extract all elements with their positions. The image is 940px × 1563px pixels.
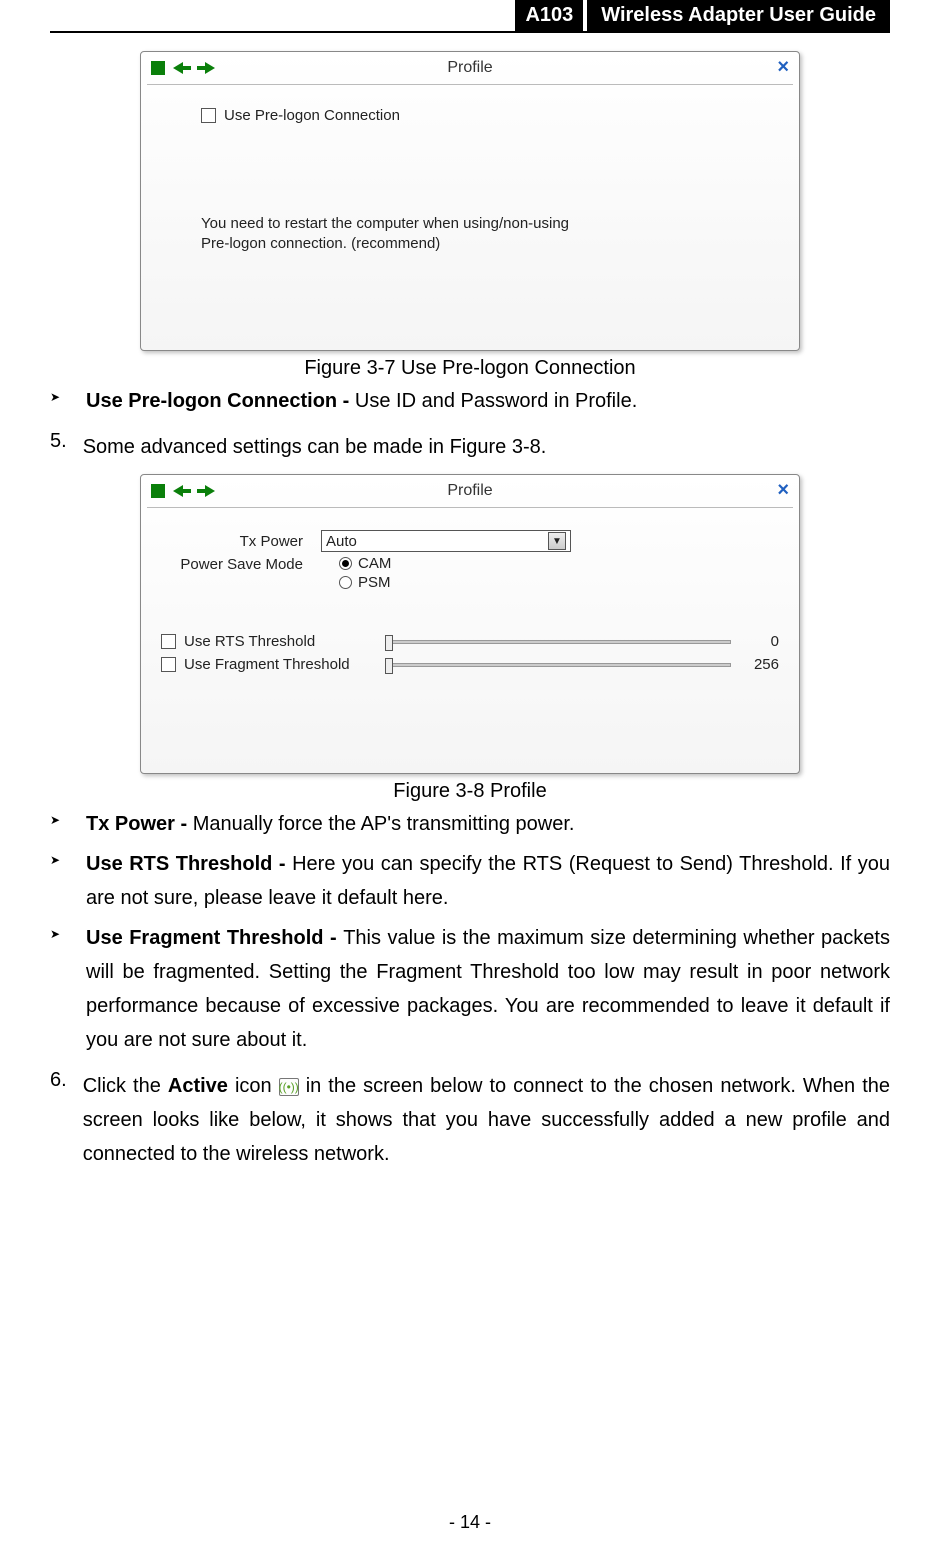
radio-cam[interactable]: CAM — [339, 555, 779, 572]
bullet-tx-power: Tx Power - Manually force the AP's trans… — [50, 807, 890, 841]
back-arrow-icon[interactable] — [171, 483, 191, 499]
fragment-value: 256 — [745, 656, 779, 673]
prelogon-checkbox-label: Use Pre-logon Connection — [224, 107, 400, 124]
fragment-slider[interactable] — [388, 663, 731, 667]
step-5-number: 5. — [50, 430, 67, 464]
step6-mid: icon — [228, 1075, 279, 1097]
hint-line1: You need to restart the computer when us… — [201, 214, 779, 234]
checkbox-icon[interactable] — [161, 657, 176, 672]
bullet-tx-bold: Tx Power - — [86, 813, 193, 835]
stop-icon[interactable] — [151, 484, 165, 498]
back-arrow-icon[interactable] — [171, 60, 191, 76]
bullet-rts-bold: Use RTS Threshold - — [86, 853, 292, 875]
checkbox-icon[interactable] — [201, 108, 216, 123]
step-6: 6. Click the Active icon ((•)) in the sc… — [50, 1069, 890, 1171]
checkbox-icon[interactable] — [161, 634, 176, 649]
bullet-prelogon: Use Pre-logon Connection - Use ID and Pa… — [50, 384, 890, 418]
fragment-threshold-label: Use Fragment Threshold — [184, 656, 374, 673]
forward-arrow-icon[interactable] — [197, 60, 217, 76]
radio-icon[interactable] — [339, 557, 352, 570]
radio-cam-label: CAM — [358, 555, 391, 572]
rts-value: 0 — [745, 633, 779, 650]
step6-bold: Active — [168, 1075, 228, 1097]
power-save-label: Power Save Mode — [161, 556, 321, 573]
figure-caption-3-8: Figure 3-8 Profile — [50, 780, 890, 803]
tx-power-row: Tx Power Auto ▼ — [161, 530, 779, 552]
bullet-frag-bold: Use Fragment Threshold - — [86, 927, 343, 949]
dialog-title: Profile — [141, 59, 799, 77]
bullet-tx-text: Manually force the AP's transmitting pow… — [193, 813, 575, 835]
rts-threshold-row: Use RTS Threshold 0 — [161, 633, 779, 650]
step-6-number: 6. — [50, 1069, 67, 1171]
page-number: - 14 - — [0, 1512, 940, 1533]
close-icon[interactable]: × — [777, 479, 789, 502]
radio-psm[interactable]: PSM — [339, 574, 779, 591]
chevron-down-icon[interactable]: ▼ — [548, 532, 566, 550]
step6-pre: Click the — [83, 1075, 168, 1097]
step-6-text: Click the Active icon ((•)) in the scree… — [83, 1069, 890, 1171]
stop-icon[interactable] — [151, 61, 165, 75]
prelogon-checkbox-row[interactable]: Use Pre-logon Connection — [201, 107, 779, 124]
radio-psm-label: PSM — [358, 574, 391, 591]
header-code: A103 — [515, 0, 583, 31]
step-5-text: Some advanced settings can be made in Fi… — [83, 430, 890, 464]
hint-line2: Pre-logon connection. (recommend) — [201, 234, 779, 254]
close-icon[interactable]: × — [777, 56, 789, 79]
prelogon-hint: You need to restart the computer when us… — [201, 214, 779, 253]
header-title: Wireless Adapter User Guide — [587, 0, 890, 31]
bullet-prelogon-bold: Use Pre-logon Connection - — [86, 390, 355, 412]
tx-power-value: Auto — [326, 533, 357, 550]
bullet-prelogon-text: Use ID and Password in Profile. — [355, 390, 637, 412]
dialog-nav-icons — [151, 483, 217, 499]
profile-dialog-advanced: Profile × Tx Power Auto ▼ Power Save Mod… — [140, 474, 800, 774]
header-spacer — [50, 0, 515, 31]
active-signal-icon: ((•)) — [279, 1078, 299, 1096]
rts-threshold-label: Use RTS Threshold — [184, 633, 374, 650]
radio-icon[interactable] — [339, 576, 352, 589]
forward-arrow-icon[interactable] — [197, 483, 217, 499]
tx-power-label: Tx Power — [161, 533, 321, 550]
bullet-fragment: Use Fragment Threshold - This value is t… — [50, 921, 890, 1057]
step-5: 5. Some advanced settings can be made in… — [50, 430, 890, 464]
bullet-rts: Use RTS Threshold - Here you can specify… — [50, 847, 890, 915]
fragment-threshold-row: Use Fragment Threshold 256 — [161, 656, 779, 673]
rts-slider[interactable] — [388, 640, 731, 644]
profile-dialog-prelogon: Profile × Use Pre-logon Connection You n… — [140, 51, 800, 351]
dialog-nav-icons — [151, 60, 217, 76]
figure-caption-3-7: Figure 3-7 Use Pre-logon Connection — [50, 357, 890, 380]
dialog-title: Profile — [141, 482, 799, 500]
page-header: A103 Wireless Adapter User Guide — [50, 0, 890, 33]
slider-thumb[interactable] — [385, 658, 393, 674]
slider-thumb[interactable] — [385, 635, 393, 651]
tx-power-dropdown[interactable]: Auto ▼ — [321, 530, 571, 552]
